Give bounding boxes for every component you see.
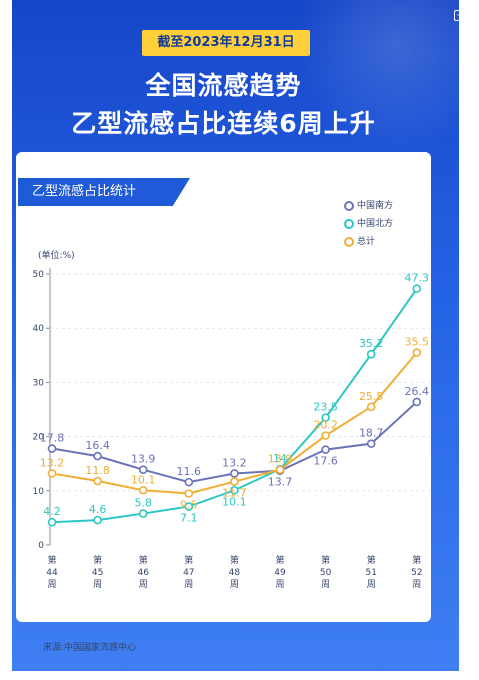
point-1-7 (366, 349, 376, 359)
y-tick-label-10: 10 (33, 487, 45, 497)
data-label-0-1: 16.4 (85, 439, 110, 452)
point-1-2 (138, 509, 148, 518)
data-label-1-0: 4.2 (43, 505, 61, 518)
point-2-1 (93, 476, 102, 486)
point-0-1 (93, 451, 102, 461)
data-label-0-0: 17.8 (40, 432, 65, 445)
data-label-0-3: 11.6 (177, 465, 202, 478)
headline-line-1: 全国流感趋势 (145, 71, 302, 100)
data-label-1-4: 10.1 (222, 495, 247, 508)
x-tick-label-4: 第 48 周 (229, 554, 241, 590)
point-1-6 (321, 413, 330, 422)
point-2-7 (366, 402, 376, 412)
data-label-2-7: 25.5 (359, 390, 384, 403)
legend: 中国南方 中国北方 总计 (344, 197, 393, 251)
legend-marker-south (344, 201, 354, 211)
point-2-6 (321, 431, 330, 440)
point-2-8 (412, 348, 422, 357)
y-tick-label-50: 50 (33, 270, 45, 280)
x-tick-label-8: 第 52 周 (411, 554, 422, 590)
point-0-6 (321, 445, 330, 454)
point-1-1 (93, 515, 102, 525)
x-tick-label-3: 第 47 周 (183, 554, 194, 590)
data-label-2-1: 11.8 (85, 464, 110, 477)
x-tick-label-5: 第 49 周 (274, 554, 286, 590)
data-label-1-7: 35.2 (359, 337, 384, 350)
legend-label-south: 中国南方 (357, 201, 394, 211)
data-label-0-2: 13.9 (131, 453, 156, 466)
data-label-1-6: 23.5 (313, 401, 338, 414)
y-tick-label-40: 40 (33, 324, 45, 334)
data-label-2-4: 11.7 (222, 487, 247, 500)
point-0-7 (366, 439, 376, 448)
point-2-2 (138, 485, 148, 495)
y-tick-label-0: 0 (38, 541, 44, 551)
legend-label-north: 中国北方 (357, 219, 394, 229)
x-tick-label-2: 第 46 周 (137, 554, 149, 590)
point-1-4 (230, 485, 239, 495)
data-label-1-8: 47.3 (405, 272, 430, 285)
legend-item-south: 中国南方 (344, 197, 393, 215)
data-label-1-2: 5.8 (134, 497, 152, 510)
data-label-0-6: 17.6 (313, 455, 338, 468)
point-1-0 (47, 517, 57, 527)
legend-marker-north (344, 219, 354, 229)
point-2-5 (275, 465, 285, 474)
point-0-3 (184, 477, 194, 487)
chart-card (16, 152, 431, 622)
headline-line-2: 乙型流感占比连续6周上升 (71, 109, 376, 138)
data-label-2-8: 35.5 (405, 336, 430, 349)
x-tick-label-6: 第 50 周 (320, 554, 332, 590)
data-label-0-5: 13.7 (268, 476, 293, 489)
point-0-0 (47, 444, 57, 453)
point-0-4 (230, 469, 239, 478)
y-tick-label-30: 30 (33, 378, 45, 388)
date-badge: 截至2023年12月31日 (142, 30, 310, 56)
y-axis-unit-label: (单位:%) (38, 251, 75, 261)
data-label-1-3: 7.1 (180, 512, 198, 525)
chart-title-tag: 乙型流感占比统计 (18, 178, 190, 206)
legend-item-north: 中国北方 (344, 215, 393, 233)
legend-item-total: 总计 (344, 233, 393, 251)
data-label-2-2: 10.1 (131, 473, 156, 486)
data-label-0-4: 13.2 (222, 456, 247, 469)
x-tick-label-0: 第 44 周 (46, 554, 58, 590)
data-label-1-5: 14 (273, 452, 287, 465)
x-tick-label-7: 第 51 周 (365, 554, 376, 590)
data-label-2-6: 20.2 (313, 419, 338, 432)
data-label-1-1: 4.6 (89, 503, 107, 516)
point-1-3 (184, 502, 194, 511)
y-tick-label-20: 20 (33, 433, 45, 443)
exit-icon[interactable]: ⇥ (454, 10, 459, 21)
legend-marker-total (344, 237, 354, 247)
background-decoration (259, 0, 459, 150)
point-1-8 (412, 284, 422, 293)
source-note: 来源:中国国家流感中心 (43, 643, 137, 653)
data-label-2-0: 13.2 (40, 456, 65, 469)
legend-label-total: 总计 (357, 237, 376, 247)
point-0-2 (138, 465, 148, 474)
point-2-4 (230, 477, 239, 486)
data-label-0-8: 26.4 (405, 385, 430, 398)
data-label-2-3: 9.5 (180, 499, 198, 512)
point-2-0 (47, 469, 57, 478)
point-0-8 (412, 397, 422, 407)
point-2-3 (184, 489, 194, 498)
x-tick-label-1: 第 45 周 (92, 554, 103, 590)
data-label-0-7: 18.7 (359, 427, 384, 440)
data-label-2-5: 13.9 (268, 453, 293, 466)
